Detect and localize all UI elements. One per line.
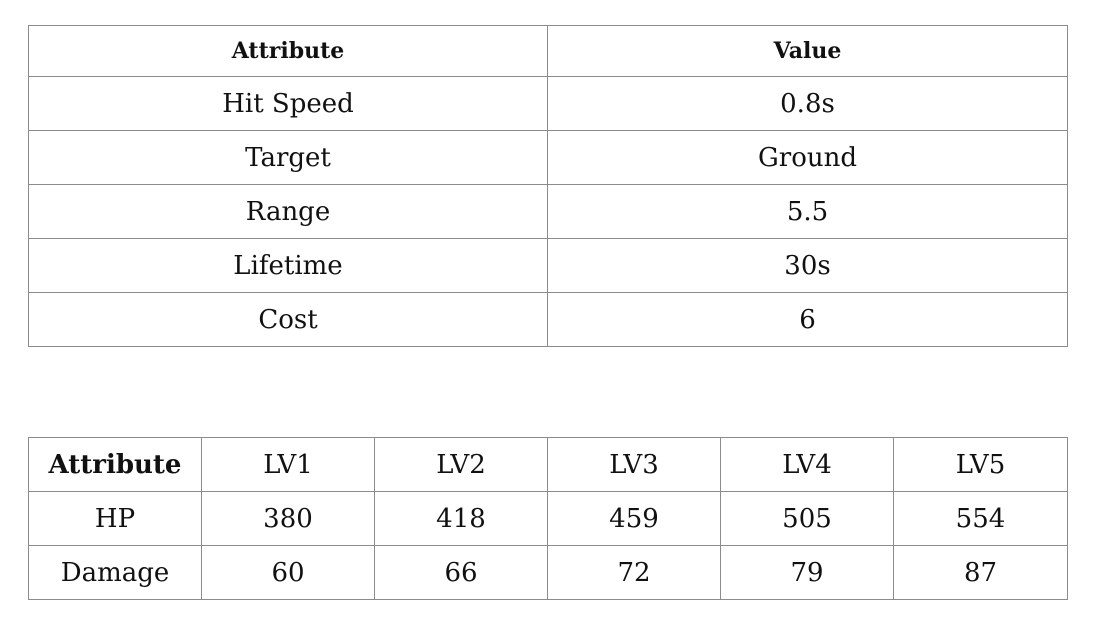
table-row: Hit Speed 0.8s (28, 76, 1068, 131)
stats-attribute-cell: Lifetime (28, 238, 548, 293)
levels-header-lv5: LV5 (893, 437, 1068, 492)
levels-header-attribute: Attribute (28, 437, 202, 492)
levels-value-cell: 380 (201, 491, 375, 546)
table-row: Cost 6 (28, 292, 1068, 347)
levels-header-lv2: LV2 (374, 437, 548, 492)
levels-value-cell: 72 (547, 545, 721, 600)
levels-value-cell: 87 (893, 545, 1068, 600)
stats-table: Attribute Value Hit Speed 0.8s Target Gr… (28, 25, 1068, 347)
table-row: Range 5.5 (28, 184, 1068, 239)
levels-value-cell: 79 (720, 545, 894, 600)
levels-table: Attribute LV1 LV2 LV3 LV4 LV5 HP 380 418… (28, 437, 1068, 600)
levels-header-lv4: LV4 (720, 437, 894, 492)
levels-value-cell: 505 (720, 491, 894, 546)
levels-value-cell: 418 (374, 491, 548, 546)
stats-attribute-cell: Range (28, 184, 548, 239)
stats-value-cell: 30s (547, 238, 1068, 293)
levels-attribute-cell: HP (28, 491, 202, 546)
stats-value-cell: 0.8s (547, 76, 1068, 131)
stats-header-row: Attribute Value (28, 25, 1068, 77)
levels-header-row: Attribute LV1 LV2 LV3 LV4 LV5 (28, 437, 1068, 492)
stats-header-attribute: Attribute (28, 25, 548, 77)
levels-header-lv3: LV3 (547, 437, 721, 492)
stats-attribute-cell: Target (28, 130, 548, 185)
table-row: Lifetime 30s (28, 238, 1068, 293)
stats-value-cell: 6 (547, 292, 1068, 347)
stats-attribute-cell: Hit Speed (28, 76, 548, 131)
levels-value-cell: 459 (547, 491, 721, 546)
stats-header-value: Value (547, 25, 1068, 77)
stats-attribute-cell: Cost (28, 292, 548, 347)
table-row: Damage 60 66 72 79 87 (28, 545, 1068, 600)
stats-value-cell: 5.5 (547, 184, 1068, 239)
table-row: Target Ground (28, 130, 1068, 185)
table-row: HP 380 418 459 505 554 (28, 491, 1068, 546)
levels-value-cell: 554 (893, 491, 1068, 546)
levels-header-lv1: LV1 (201, 437, 375, 492)
stats-value-cell: Ground (547, 130, 1068, 185)
levels-value-cell: 66 (374, 545, 548, 600)
levels-value-cell: 60 (201, 545, 375, 600)
levels-attribute-cell: Damage (28, 545, 202, 600)
